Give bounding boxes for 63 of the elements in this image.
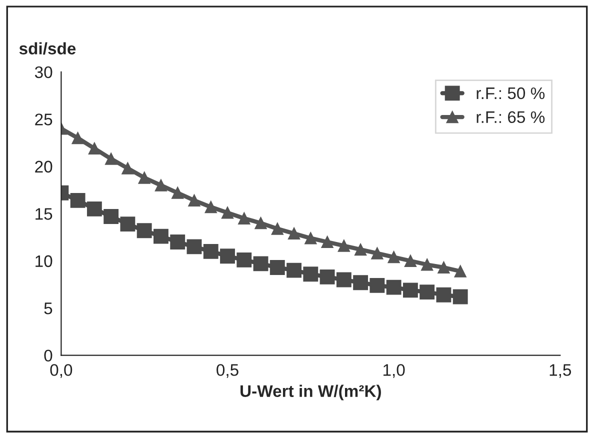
- point: [371, 247, 384, 260]
- point: [154, 179, 168, 192]
- point: [354, 243, 367, 256]
- point: [438, 261, 450, 274]
- point: [321, 236, 334, 248]
- point: [253, 256, 268, 272]
- point: [421, 258, 434, 271]
- point: [353, 275, 368, 290]
- point: [186, 239, 202, 254]
- point: [436, 287, 452, 302]
- y-tick-label: 20: [35, 160, 52, 173]
- point: [452, 289, 468, 304]
- point: [420, 284, 435, 300]
- point: [338, 240, 350, 252]
- x-tick-label: 0,0: [50, 364, 72, 378]
- x-tick-label: 0,5: [216, 364, 238, 378]
- point: [402, 282, 418, 298]
- point: [270, 260, 285, 275]
- point: [120, 216, 136, 232]
- point: [286, 262, 302, 278]
- point: [271, 222, 284, 235]
- point: [105, 152, 118, 165]
- y-axis-title: sdi/sde: [19, 42, 76, 55]
- point: [170, 234, 186, 250]
- y-tick-label: 30: [34, 66, 52, 78]
- y-tick-label: 5: [44, 302, 52, 314]
- point: [136, 223, 152, 238]
- legend-label: r.F.: 65 %: [476, 111, 545, 124]
- point: [88, 142, 101, 155]
- y-tick-label: 15: [36, 208, 52, 220]
- legend-label: r.F.: 50 %: [476, 87, 545, 100]
- point: [454, 265, 466, 278]
- point: [404, 254, 417, 267]
- point: [238, 212, 250, 224]
- point: [172, 186, 184, 199]
- point: [386, 280, 402, 295]
- point: [220, 248, 235, 264]
- point: [303, 266, 318, 282]
- y-tick-label: 10: [36, 255, 52, 268]
- y-tick-label: 25: [35, 114, 52, 126]
- point: [388, 251, 400, 264]
- point: [204, 200, 217, 214]
- point: [70, 192, 86, 208]
- point: [154, 228, 168, 244]
- point: [304, 232, 317, 244]
- point: [203, 244, 218, 259]
- x-tick-label: 1,5: [550, 364, 572, 378]
- x-tick-label: 1,0: [384, 364, 405, 378]
- point: [221, 206, 234, 219]
- point: [104, 209, 119, 224]
- y-tick-label: 0: [44, 350, 52, 362]
- point: [72, 132, 84, 144]
- point: [138, 172, 150, 184]
- point: [188, 194, 200, 206]
- point: [370, 278, 385, 293]
- point: [288, 227, 300, 240]
- point: [122, 162, 134, 174]
- point: [336, 272, 352, 288]
- point: [86, 201, 102, 216]
- point: [236, 252, 252, 268]
- point: [254, 217, 267, 230]
- x-axis-title: U-Wert in W/(m²K): [240, 384, 381, 400]
- point: [320, 269, 335, 284]
